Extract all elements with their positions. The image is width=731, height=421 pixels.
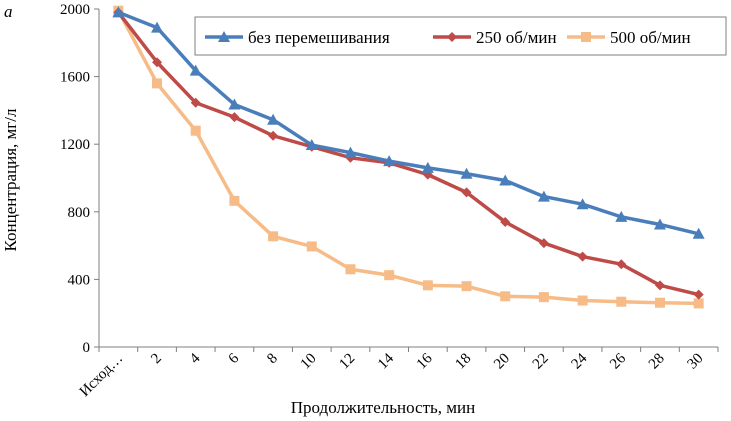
legend-label: без перемешивания	[248, 28, 390, 47]
data-point	[693, 289, 704, 300]
x-tick-label: Исход…	[77, 351, 126, 400]
data-point	[692, 227, 705, 239]
series-layer	[112, 5, 705, 309]
y-tick-label: 2000	[60, 2, 90, 18]
x-tick-label: 20	[491, 351, 513, 373]
data-point	[576, 198, 589, 210]
series-line	[116, 10, 701, 236]
y-axis-title: Концентрация, мг/л	[1, 108, 20, 251]
panel-label: а	[4, 2, 13, 21]
data-point	[538, 238, 549, 249]
data-point	[305, 139, 318, 151]
data-point	[654, 280, 665, 291]
data-point	[268, 231, 279, 242]
data-point	[653, 218, 666, 230]
data-point	[461, 281, 472, 292]
data-point	[151, 21, 164, 33]
x-tick-label: 4	[187, 350, 204, 367]
data-point	[384, 270, 395, 281]
series-group	[113, 5, 704, 309]
x-tick-label: 22	[530, 351, 552, 373]
data-point	[345, 264, 356, 275]
data-point	[421, 161, 434, 173]
data-point	[616, 296, 627, 307]
x-tick-label: 28	[646, 351, 668, 373]
x-axis-title: Продолжительность, мин	[291, 398, 475, 417]
data-point	[383, 155, 396, 167]
data-point	[461, 187, 472, 198]
data-point	[460, 167, 473, 179]
x-tick-label: 8	[264, 351, 281, 368]
data-point	[499, 174, 512, 186]
data-point	[654, 297, 665, 308]
data-point	[152, 78, 163, 89]
series-line	[116, 10, 701, 297]
data-point	[306, 241, 317, 252]
legend-label: 250 об/мин	[476, 28, 557, 47]
data-point	[229, 195, 240, 206]
y-tick-label: 1200	[60, 137, 90, 153]
legend: без перемешивания 250 об/мин 500 об/мин	[194, 16, 727, 56]
data-point	[537, 190, 550, 202]
data-point	[500, 216, 511, 227]
data-point	[267, 113, 280, 125]
data-point	[693, 298, 704, 309]
data-point	[500, 291, 511, 302]
data-point	[228, 98, 241, 110]
data-point	[190, 97, 201, 108]
data-point	[616, 259, 627, 270]
legend-swatch-marker	[447, 32, 457, 42]
x-tick-label: 30	[685, 351, 707, 373]
y-tick-label: 800	[68, 205, 91, 221]
data-point	[538, 292, 549, 303]
x-tick-label: 12	[336, 351, 358, 373]
y-tick-label: 1600	[60, 70, 90, 86]
x-tick-label: 18	[452, 351, 474, 373]
x-tick-label: 14	[375, 350, 397, 372]
legend-swatch-marker	[581, 32, 591, 42]
x-tick-label: 10	[298, 351, 320, 373]
y-tick-label: 400	[68, 272, 91, 288]
data-point	[189, 64, 202, 76]
x-tick-label: 6	[226, 350, 243, 367]
data-point	[422, 280, 433, 291]
data-point	[344, 146, 357, 158]
series-group	[112, 6, 705, 239]
y-tick-label: 0	[83, 340, 91, 356]
data-point	[577, 251, 588, 262]
data-point	[112, 6, 125, 18]
legend-swatch-marker	[218, 31, 230, 42]
x-tick-label: 16	[414, 350, 436, 372]
x-tick-label: 2	[148, 351, 165, 368]
series-line	[116, 8, 701, 306]
data-point	[268, 130, 279, 141]
data-point	[152, 57, 163, 68]
data-point	[229, 112, 240, 123]
x-tick-label: 26	[607, 350, 629, 372]
data-point	[615, 210, 628, 222]
x-tick-label: 24	[569, 350, 591, 372]
data-point	[577, 295, 588, 306]
data-point	[190, 125, 201, 136]
legend-label: 500 об/мин	[610, 28, 691, 47]
